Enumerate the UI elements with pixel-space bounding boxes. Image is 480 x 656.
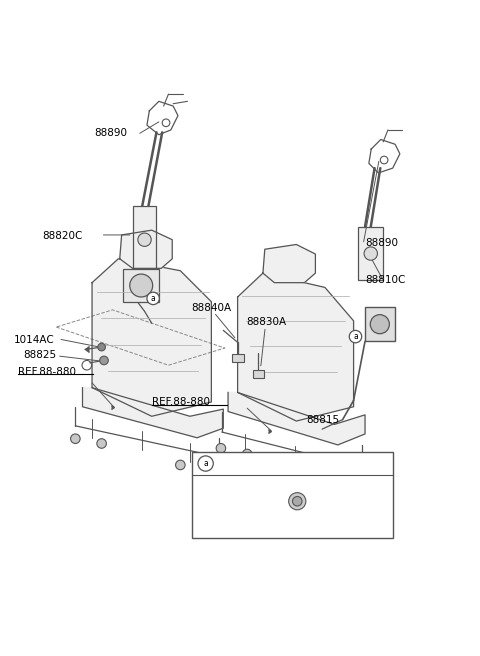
Circle shape xyxy=(242,449,252,459)
Circle shape xyxy=(130,274,153,297)
Polygon shape xyxy=(263,245,315,283)
Polygon shape xyxy=(238,273,354,421)
Text: REF.88-880: REF.88-880 xyxy=(152,398,210,407)
Circle shape xyxy=(98,343,106,351)
Polygon shape xyxy=(92,259,211,417)
Polygon shape xyxy=(228,392,365,445)
Text: 88890: 88890 xyxy=(95,129,128,138)
Circle shape xyxy=(176,461,185,470)
Bar xyxy=(132,206,156,271)
Polygon shape xyxy=(120,230,172,268)
Text: a: a xyxy=(151,294,156,303)
Text: a: a xyxy=(353,332,358,341)
Bar xyxy=(192,452,393,538)
Bar xyxy=(123,270,159,302)
Text: 88815: 88815 xyxy=(306,415,339,424)
Text: 88890: 88890 xyxy=(365,238,398,248)
Circle shape xyxy=(100,356,108,365)
Circle shape xyxy=(97,439,107,448)
Circle shape xyxy=(370,315,389,334)
Circle shape xyxy=(292,497,302,506)
Bar xyxy=(359,227,383,280)
Text: 88840A: 88840A xyxy=(192,303,231,313)
Circle shape xyxy=(380,156,388,164)
Circle shape xyxy=(327,467,336,477)
Text: 88820C: 88820C xyxy=(42,231,83,241)
Bar xyxy=(365,307,395,341)
Polygon shape xyxy=(83,388,223,438)
Circle shape xyxy=(216,443,226,453)
Circle shape xyxy=(71,434,80,443)
Text: REF.88-880: REF.88-880 xyxy=(18,367,76,377)
Text: 88825: 88825 xyxy=(23,350,56,360)
Bar xyxy=(253,369,264,378)
Circle shape xyxy=(162,119,170,127)
Text: 88810C: 88810C xyxy=(365,276,406,285)
Circle shape xyxy=(349,331,362,343)
Circle shape xyxy=(351,472,360,482)
Text: 1014AC: 1014AC xyxy=(13,335,54,345)
Circle shape xyxy=(202,466,211,475)
Circle shape xyxy=(288,493,306,510)
Circle shape xyxy=(147,292,159,304)
Circle shape xyxy=(198,456,213,471)
Text: a: a xyxy=(203,459,208,468)
Text: 88800: 88800 xyxy=(233,459,266,469)
Circle shape xyxy=(364,247,377,260)
Bar xyxy=(232,354,244,362)
Text: 88830A: 88830A xyxy=(246,318,287,327)
Circle shape xyxy=(138,233,151,247)
